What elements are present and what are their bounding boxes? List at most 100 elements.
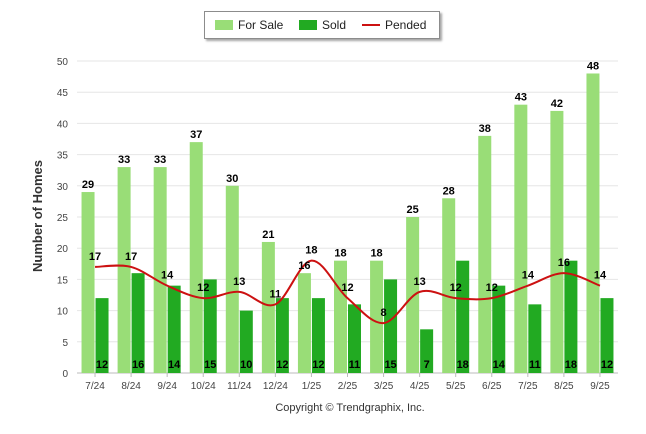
label-pended: 12 (450, 282, 462, 294)
legend-swatch-for-sale (215, 20, 233, 30)
x-tick-label: 12/24 (263, 381, 288, 392)
bar-sold (420, 329, 434, 373)
bar-sold (311, 298, 325, 373)
bar-for-sale (478, 135, 492, 373)
x-tick-label: 8/24 (121, 381, 141, 392)
x-tick-label: 7/24 (85, 381, 105, 392)
bar-sold (456, 260, 470, 373)
label-pended: 8 (381, 307, 387, 319)
legend-item-for-sale[interactable]: For Sale (215, 12, 283, 38)
bar-for-sale (153, 167, 167, 373)
x-tick-label: 7/25 (518, 381, 538, 392)
label-for-sale: 16 (298, 260, 310, 272)
bar-sold (348, 304, 361, 373)
label-pended: 13 (414, 276, 426, 288)
legend-label-pended: Pended (385, 18, 427, 32)
label-pended: 11 (270, 288, 282, 300)
label-pended: 12 (197, 282, 209, 294)
label-sold: 12 (96, 359, 108, 371)
label-sold: 18 (457, 359, 469, 371)
label-for-sale: 37 (190, 129, 202, 141)
label-for-sale: 43 (515, 92, 527, 104)
label-pended: 17 (89, 251, 101, 263)
x-tick-label: 2/25 (338, 381, 358, 392)
y-tick-label: 20 (57, 244, 69, 255)
legend-item-sold[interactable]: Sold (299, 12, 346, 38)
label-for-sale: 30 (226, 173, 238, 185)
bars (81, 73, 614, 374)
bar-sold (275, 298, 289, 373)
label-sold: 16 (132, 359, 144, 371)
bar-sold (600, 298, 614, 373)
bar-sold (95, 298, 109, 373)
label-pended: 16 (558, 257, 570, 269)
bar-sold (239, 310, 253, 373)
label-sold: 14 (168, 359, 181, 371)
legend-line-pended (362, 24, 380, 26)
y-tick-label: 10 (57, 307, 69, 318)
bar-for-sale (261, 241, 275, 373)
legend-item-pended[interactable]: Pended (362, 12, 426, 38)
label-for-sale: 38 (479, 123, 491, 135)
bar-for-sale (81, 192, 95, 373)
y-axis-title: Number of Homes (30, 160, 45, 272)
bar-sold (528, 304, 542, 373)
x-tick-label: 4/25 (410, 381, 430, 392)
bar-for-sale (225, 185, 239, 373)
label-for-sale: 48 (587, 60, 599, 72)
y-axis: 0 5 10 15 20 25 30 35 40 45 50 (57, 57, 69, 380)
label-sold: 12 (601, 359, 613, 371)
label-pended: 12 (341, 282, 353, 294)
x-tick-label: 10/24 (191, 381, 216, 392)
y-tick-label: 40 (57, 119, 69, 130)
bar-sold (384, 279, 398, 373)
legend-swatch-sold (299, 20, 317, 30)
y-tick-label: 35 (57, 151, 69, 162)
label-sold: 7 (424, 359, 430, 371)
bar-for-sale (370, 260, 384, 373)
label-sold: 12 (276, 359, 288, 371)
label-pended: 14 (522, 270, 535, 282)
label-pended: 14 (161, 270, 174, 282)
x-tick-label: 1/25 (302, 381, 322, 392)
label-for-sale: 18 (334, 248, 346, 260)
x-tick-label: 3/25 (374, 381, 394, 392)
legend-label-for-sale: For Sale (238, 18, 284, 32)
pended-series-line (95, 259, 601, 325)
bar-for-sale (117, 167, 131, 373)
label-for-sale: 29 (82, 179, 94, 191)
label-sold: 18 (565, 359, 577, 371)
bar-sold (167, 285, 181, 373)
bar-sold (492, 285, 506, 373)
bar-sold (203, 279, 217, 373)
label-sold: 14 (493, 359, 506, 371)
bar-sold (564, 260, 578, 373)
y-tick-label: 30 (57, 182, 69, 193)
bar-for-sale (586, 73, 600, 373)
bar-for-sale (406, 217, 420, 373)
copyright-text: Copyright © Trendgraphix, Inc. (275, 402, 425, 414)
y-tick-label: 0 (62, 369, 68, 380)
label-for-sale: 33 (118, 154, 130, 166)
label-sold: 12 (312, 359, 324, 371)
label-sold: 10 (240, 359, 252, 371)
legend: For Sale Sold Pended (204, 11, 440, 39)
bar-for-sale (189, 142, 203, 373)
x-tick-label: 9/25 (590, 381, 610, 392)
y-tick-label: 5 (62, 338, 68, 349)
bar-for-sale (334, 260, 347, 373)
label-pended: 18 (305, 245, 317, 257)
y-tick-label: 25 (57, 213, 69, 224)
label-for-sale: 28 (443, 185, 455, 197)
pended-line (95, 259, 601, 325)
label-pended: 12 (486, 282, 498, 294)
bar-for-sale (550, 110, 564, 374)
y-tick-label: 45 (57, 88, 69, 99)
label-for-sale: 18 (370, 248, 382, 260)
bar-for-sale (514, 104, 528, 374)
x-tick-label: 11/24 (227, 381, 252, 392)
bar-for-sale (442, 198, 456, 373)
label-for-sale: 42 (551, 98, 563, 110)
label-for-sale: 33 (154, 154, 166, 166)
